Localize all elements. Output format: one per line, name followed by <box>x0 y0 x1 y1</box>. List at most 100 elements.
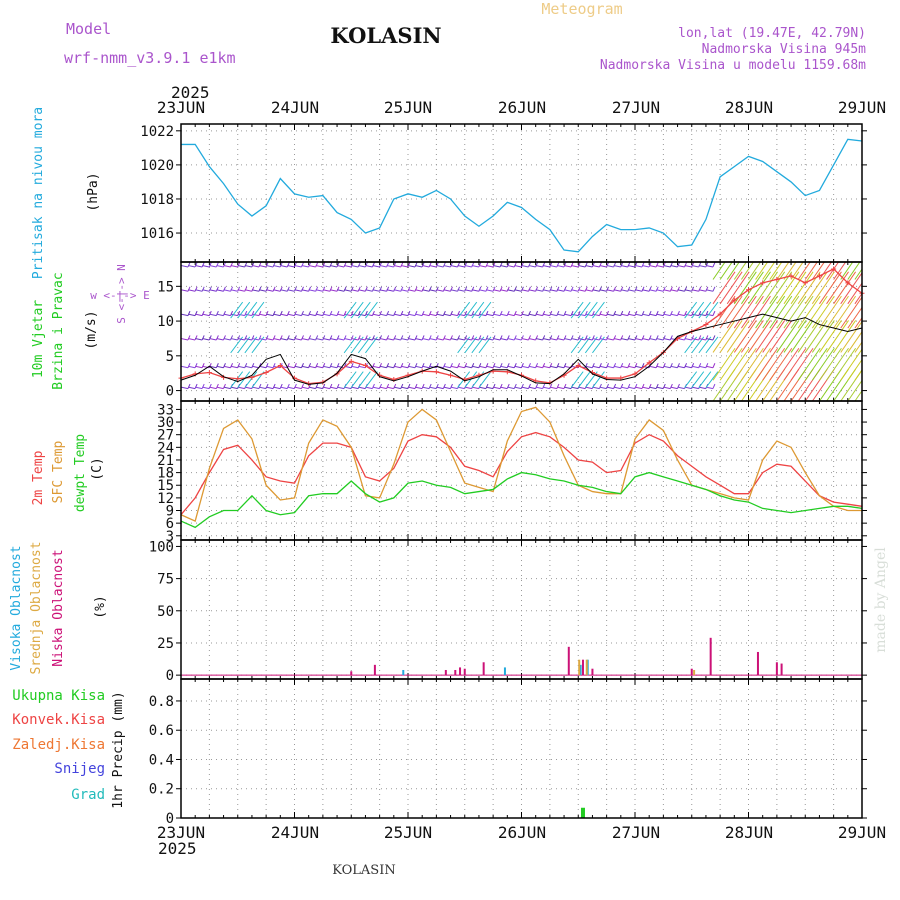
year-top: 2025 <box>171 83 210 102</box>
wind-barb <box>485 386 494 390</box>
wind-barb-tick <box>329 262 333 268</box>
wind-barb-tick <box>542 310 546 316</box>
wind-barb-tick <box>428 310 432 316</box>
wind-barb-tick <box>407 262 411 268</box>
wind-barb <box>670 365 678 369</box>
wind-barb-tick <box>591 310 595 316</box>
wind-barb <box>514 337 522 341</box>
wind-barb-tick <box>336 335 340 341</box>
temperature-ytick-label: 30 <box>157 415 174 431</box>
wind-barb-tick <box>442 335 446 341</box>
wind-barb-flare <box>684 301 698 319</box>
wind-barb-tick <box>655 335 659 341</box>
wind-barb <box>358 337 366 341</box>
wind-barb-flare <box>464 301 478 319</box>
wind-barb <box>379 337 387 341</box>
wind-barb <box>514 386 522 390</box>
wind-barb-tick <box>187 383 191 389</box>
wind-barb <box>464 264 472 268</box>
wind-barb-flare <box>237 301 251 319</box>
wind-barb <box>592 386 600 390</box>
wind-barb <box>308 337 316 341</box>
wind-barb <box>578 386 586 390</box>
wind-barb <box>705 386 714 390</box>
wind-barb <box>301 313 309 317</box>
wind-barb-tick <box>655 286 659 292</box>
wind-barb <box>649 264 657 268</box>
wind-barb <box>854 316 862 329</box>
wind-barb-tick <box>400 363 404 368</box>
wind-barb-tick <box>662 335 666 341</box>
wind-barb <box>528 264 536 268</box>
wind-barb-flare <box>691 301 705 319</box>
wind-barb <box>294 386 302 390</box>
wind-barb <box>294 337 302 341</box>
wind-barb <box>641 313 650 317</box>
wind-barb <box>372 365 380 369</box>
wind-barb <box>195 386 203 390</box>
wind-barb <box>351 289 359 292</box>
wind-barb <box>649 365 657 369</box>
wind-barb <box>322 264 330 268</box>
wind-barb-tick <box>393 262 397 268</box>
wind-barb <box>514 365 522 369</box>
wind-barb-tick <box>563 363 567 368</box>
wind-barb <box>422 289 430 292</box>
year-bottom: 2025 <box>158 839 197 858</box>
wind-barb <box>620 365 628 369</box>
wind-barb <box>634 386 643 390</box>
wind-barb <box>556 337 565 341</box>
wind-barb <box>691 337 699 341</box>
wind-barb-tick <box>556 363 560 368</box>
wind-barb <box>627 386 636 390</box>
wind-barb-tick <box>414 310 418 316</box>
wind-barb <box>755 347 779 381</box>
wind-barb <box>733 347 757 381</box>
wind-barb <box>769 262 783 280</box>
wind-barb <box>733 262 747 280</box>
wind-barb-tick <box>223 286 226 292</box>
wind-barb-tick <box>520 363 524 368</box>
wind-barb-tick <box>208 383 212 389</box>
wind-side-label-1: 10m Vjetar <box>31 300 46 378</box>
wind-barb-tick <box>570 335 574 341</box>
wind-barb <box>514 313 522 317</box>
wind-barb <box>230 386 238 390</box>
wind-barb <box>606 313 614 317</box>
wind-barb-tick <box>613 310 617 316</box>
wind-barb <box>500 365 508 369</box>
wind-barb <box>294 313 302 317</box>
wind-barb-tick <box>400 262 404 268</box>
wind-barb-tick <box>648 262 652 268</box>
wind-barb-tick <box>379 286 382 292</box>
wind-barb <box>691 289 699 292</box>
wind-barb <box>698 337 706 341</box>
high-cloud-bar <box>503 667 506 676</box>
wind-barb <box>386 337 394 341</box>
wind-barb-tick <box>620 310 624 316</box>
wind-barb <box>656 289 664 292</box>
wind-barb <box>691 365 699 369</box>
wind-barb <box>216 313 224 317</box>
wind-barb-tick <box>301 383 304 389</box>
wind-barb-tick <box>393 363 397 368</box>
wind-barb <box>280 386 288 390</box>
wind-barb <box>294 365 302 369</box>
wind-barb-tick <box>414 335 418 341</box>
wind-barb-tick <box>598 363 602 368</box>
wind-barb-tick <box>471 286 475 292</box>
wind-barb-tick <box>705 363 709 368</box>
wind-barb-tick <box>492 310 496 316</box>
wind-barb <box>776 271 800 305</box>
wind-barb <box>592 289 600 292</box>
wind-barb-tick <box>442 310 446 316</box>
wind-barb <box>840 320 862 353</box>
wind-barb <box>811 271 835 305</box>
wind-barb <box>804 262 818 280</box>
wind-barb <box>755 320 779 353</box>
pressure-ylabel: (hPa) <box>86 172 101 211</box>
wind-barb <box>663 313 671 317</box>
wind-barb <box>811 262 825 280</box>
wind-barb-tick <box>549 335 553 341</box>
wind-barb <box>230 289 238 292</box>
